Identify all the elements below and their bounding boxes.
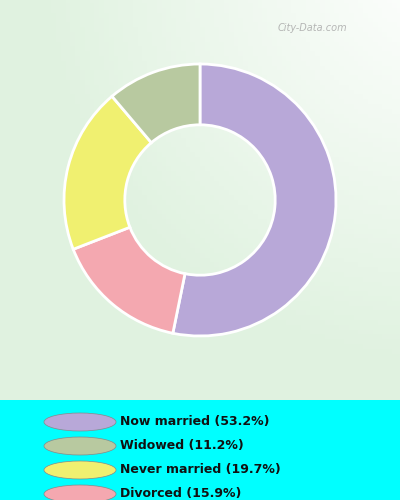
Circle shape [44, 461, 116, 479]
Wedge shape [112, 64, 200, 142]
Circle shape [44, 485, 116, 500]
Text: City-Data.com: City-Data.com [277, 23, 347, 33]
Circle shape [44, 413, 116, 431]
Text: Divorced (15.9%): Divorced (15.9%) [120, 488, 241, 500]
Text: Widowed (11.2%): Widowed (11.2%) [120, 440, 244, 452]
Text: Now married (53.2%): Now married (53.2%) [120, 416, 270, 428]
Wedge shape [64, 96, 151, 250]
Wedge shape [173, 64, 336, 336]
Circle shape [44, 437, 116, 455]
Text: Never married (19.7%): Never married (19.7%) [120, 464, 281, 476]
Wedge shape [73, 227, 185, 334]
